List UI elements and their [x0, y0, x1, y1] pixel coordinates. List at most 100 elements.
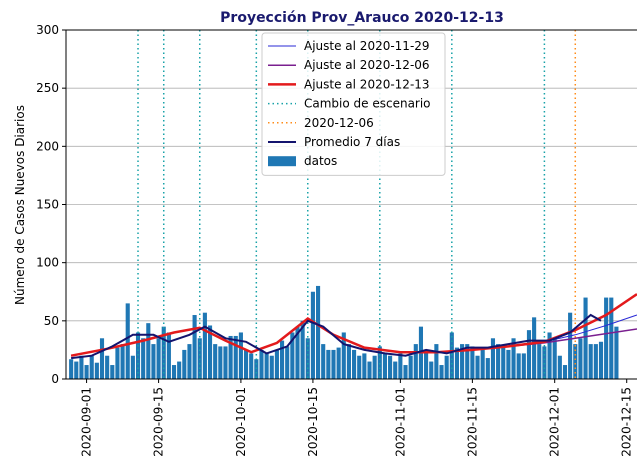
bar — [202, 312, 207, 379]
legend-label: datos — [304, 154, 337, 168]
y-tick-label: 150 — [36, 198, 59, 212]
bar — [99, 338, 105, 379]
bar — [460, 344, 465, 379]
bar — [290, 332, 295, 379]
bar — [403, 365, 408, 379]
bar — [341, 332, 346, 379]
legend-box — [261, 32, 446, 176]
x-tick-label: 2020-09-15 — [152, 387, 166, 457]
bar — [434, 344, 439, 379]
x-tick-label: 2020-11-01 — [393, 387, 407, 457]
bar — [84, 365, 89, 379]
bar — [177, 361, 182, 379]
legend-label: Ajuste al 2020-12-06 — [304, 58, 430, 72]
bar — [537, 344, 542, 379]
bar — [542, 346, 547, 379]
bar — [439, 365, 444, 379]
bar — [480, 349, 485, 379]
bar — [125, 303, 130, 379]
bar — [562, 365, 568, 379]
chart-title: Proyección Prov_Arauco 2020-12-13 — [220, 10, 504, 26]
bar — [346, 344, 351, 379]
bar — [511, 338, 516, 379]
bar — [336, 347, 341, 379]
bar — [182, 349, 187, 379]
bar — [516, 353, 521, 379]
bar — [238, 332, 243, 379]
bar — [161, 326, 166, 379]
bar — [521, 353, 526, 379]
x-tick-label: 2020-12-15 — [620, 387, 634, 457]
bar — [604, 297, 609, 379]
bar — [501, 346, 506, 379]
legend-label: 2020-12-06 — [304, 116, 374, 130]
bar — [393, 361, 398, 379]
x-tick-label: 2020-11-15 — [465, 387, 479, 457]
bar — [449, 332, 454, 379]
bar — [367, 361, 372, 379]
bar — [470, 346, 475, 379]
bar — [424, 353, 429, 379]
bar — [279, 340, 285, 379]
bar — [362, 353, 367, 379]
y-tick-label: 50 — [44, 314, 59, 328]
bar — [475, 355, 480, 379]
bar — [598, 341, 604, 379]
bar — [388, 355, 393, 379]
bar — [166, 332, 171, 379]
legend-label: Ajuste al 2020-11-29 — [304, 39, 430, 53]
bar — [496, 344, 501, 379]
legend-label: Cambio de escenario — [304, 97, 431, 111]
bar — [372, 355, 377, 379]
bar — [79, 355, 84, 379]
bar — [568, 312, 573, 379]
bar — [382, 353, 387, 379]
bar — [192, 315, 197, 379]
bar — [526, 330, 532, 379]
bar — [557, 355, 562, 379]
bar — [552, 338, 557, 379]
y-tick-label: 300 — [36, 23, 59, 37]
bar — [213, 344, 218, 379]
y-axis-label: Número de Casos Nuevos Diarios — [13, 105, 27, 305]
x-tick-label: 2020-12-01 — [548, 387, 562, 457]
x-tick-label: 2020-10-15 — [306, 387, 320, 457]
bar — [135, 332, 141, 379]
bar — [254, 359, 259, 379]
bar — [156, 338, 161, 379]
bar — [357, 355, 362, 379]
bar — [588, 344, 593, 379]
bar — [69, 359, 74, 379]
bar — [115, 347, 120, 379]
bar — [573, 344, 578, 379]
bar — [454, 347, 460, 379]
bar — [465, 344, 470, 379]
bar — [485, 358, 490, 379]
bar — [187, 344, 192, 379]
bar — [583, 297, 588, 379]
bar — [444, 355, 449, 379]
bar — [151, 344, 156, 379]
bar — [331, 349, 336, 379]
bar — [398, 353, 403, 379]
bar — [614, 326, 619, 379]
bar — [110, 365, 115, 379]
bar — [506, 349, 511, 379]
y-tick-label: 0 — [51, 372, 59, 386]
bar — [243, 349, 249, 379]
bar — [269, 355, 274, 379]
bar — [141, 338, 146, 379]
x-tick-label: 2020-10-01 — [234, 387, 248, 457]
bar — [228, 335, 233, 379]
bar — [259, 349, 264, 379]
bar — [171, 365, 177, 379]
bar — [352, 349, 357, 379]
bar — [316, 285, 321, 379]
bar — [300, 320, 305, 379]
bar — [578, 338, 583, 379]
bar — [285, 346, 290, 379]
bar — [490, 338, 496, 379]
legend-label: Ajuste al 2020-12-13 — [304, 77, 430, 91]
bar — [321, 344, 326, 379]
bar — [429, 361, 434, 379]
